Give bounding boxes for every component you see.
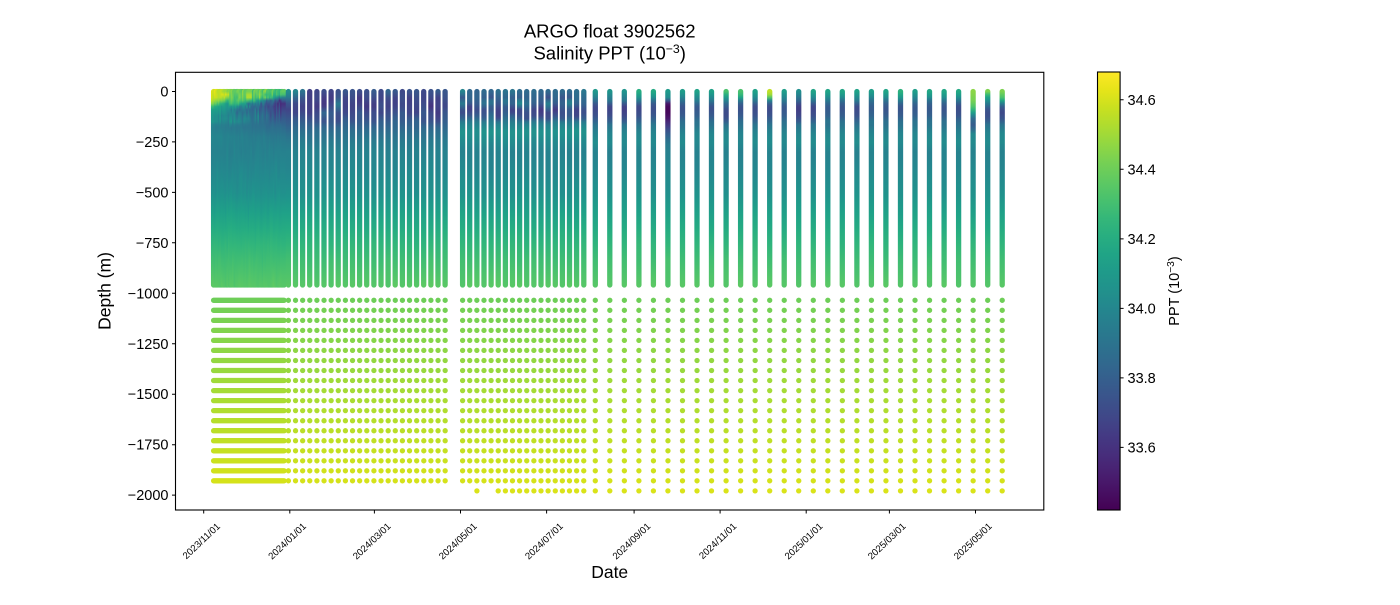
svg-text:−1250: −1250: [128, 337, 169, 353]
svg-text:−2000: −2000: [128, 488, 169, 504]
svg-text:ARGO float 3902562: ARGO float 3902562: [524, 21, 696, 42]
svg-text:34.0: 34.0: [1128, 301, 1156, 317]
svg-text:34.4: 34.4: [1128, 162, 1156, 178]
svg-text:−500: −500: [136, 185, 169, 201]
svg-text:−1750: −1750: [128, 438, 169, 454]
svg-text:0: 0: [160, 85, 168, 101]
svg-text:−750: −750: [136, 236, 169, 252]
svg-text:Date: Date: [591, 562, 628, 582]
svg-text:33.8: 33.8: [1128, 371, 1156, 387]
svg-text:Salinity PPT (10−3): Salinity PPT (10−3): [533, 42, 686, 64]
svg-text:33.6: 33.6: [1128, 440, 1156, 456]
svg-text:34.6: 34.6: [1128, 93, 1156, 109]
svg-text:PPT (10−3): PPT (10−3): [1166, 256, 1183, 325]
svg-text:−1000: −1000: [128, 286, 169, 302]
svg-text:−250: −250: [136, 135, 169, 151]
svg-text:34.2: 34.2: [1128, 232, 1156, 248]
svg-text:−1500: −1500: [128, 387, 169, 403]
svg-text:Depth (m): Depth (m): [95, 252, 115, 330]
